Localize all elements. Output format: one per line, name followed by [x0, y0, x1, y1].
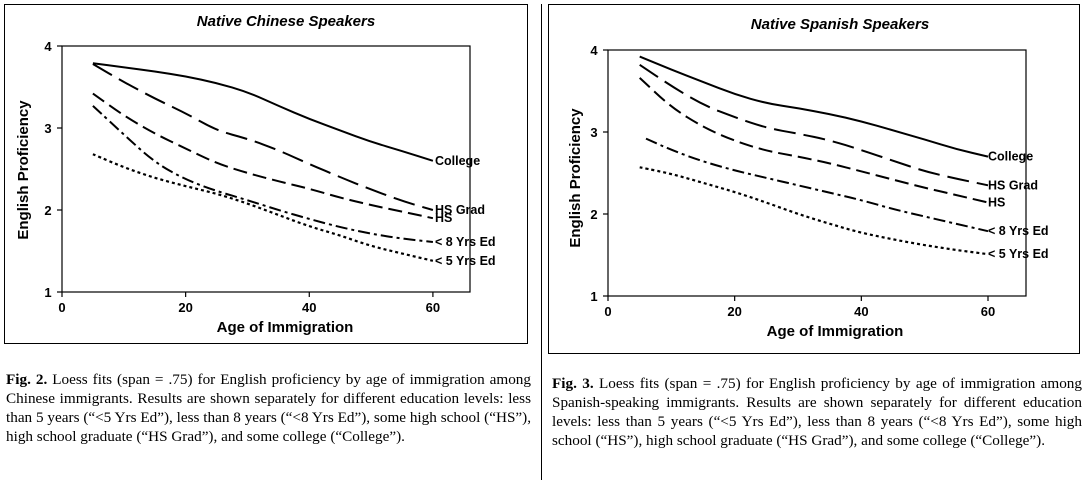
figure-3-frame — [548, 4, 1080, 354]
x-tick-label: 40 — [302, 300, 316, 315]
series-label-5-yrs-ed: < 5 Yrs Ed — [435, 254, 496, 268]
series-line-hs-grad — [639, 63, 989, 187]
series-label-hs-grad: HS Grad — [435, 203, 485, 217]
y-axis-label: English Proficiency — [15, 100, 32, 240]
x-tick-label: 20 — [727, 304, 741, 319]
figure-3-caption-text: Loess fits (span = .75) for English prof… — [552, 375, 1082, 449]
series-label-hs: HS — [435, 211, 452, 225]
series-label-8-yrs-ed: < 8 Yrs Ed — [988, 224, 1049, 238]
x-tick-label: 40 — [854, 304, 868, 319]
series-label-college: College — [435, 154, 480, 168]
figure-2-panel: Native Chinese Speakers 1 2 3 4 0 20 40 60 Age of… — [0, 0, 536, 482]
y-tick-label: 4 — [44, 39, 52, 54]
panel-divider — [541, 4, 542, 480]
y-axis-label: English Proficiency — [567, 108, 584, 248]
x-axis-label: Age of Immigration — [217, 319, 354, 336]
figure-2-caption-text: Loess fits (span = .75) for English prof… — [6, 371, 531, 445]
series-line-college — [92, 62, 434, 162]
series-line-hs — [639, 77, 989, 204]
series-label-hs-grad: HS Grad — [988, 178, 1038, 192]
figure-2-frame — [4, 4, 528, 344]
y-tick-label: 3 — [590, 125, 597, 140]
x-tick-label: 0 — [58, 300, 65, 315]
series-line-hs — [92, 92, 434, 220]
series-label-5-yrs-ed: < 5 Yrs Ed — [988, 247, 1049, 261]
figure-2-label: Fig. 2. — [6, 371, 48, 388]
figure-3-panel: Native Spanish Speakers 1 2 3 4 0 20 40 60 Age of… — [548, 0, 1084, 482]
figure-3-caption: Fig. 3. Loess fits (span = .75) for Engl… — [552, 374, 1082, 450]
series-line-8-yrs-ed — [92, 105, 434, 243]
figure-2-caption: Fig. 2. Loess fits (span = .75) for Engl… — [6, 370, 531, 446]
y-tick-label: 3 — [44, 121, 51, 136]
series-line-5-yrs-ed — [92, 153, 434, 262]
y-tick-label: 2 — [590, 207, 597, 222]
y-tick-label: 1 — [590, 289, 597, 304]
series-line-college — [639, 55, 989, 158]
chart-title: Native Chinese Speakers — [197, 13, 375, 30]
x-tick-label: 60 — [981, 304, 995, 319]
plot-area-frame — [61, 45, 471, 293]
figure-3-label: Fig. 3. — [552, 375, 594, 392]
y-tick-label: 2 — [44, 203, 51, 218]
y-tick-label: 1 — [44, 285, 51, 300]
series-line-hs-grad — [92, 63, 434, 211]
series-label-hs: HS — [988, 196, 1005, 210]
plot-area-frame — [607, 49, 1027, 297]
series-line-5-yrs-ed — [639, 166, 989, 256]
x-tick-label: 20 — [178, 300, 192, 315]
series-label-college: College — [988, 150, 1033, 164]
y-tick-label: 4 — [590, 43, 598, 58]
series-line-8-yrs-ed — [645, 137, 989, 233]
x-tick-label: 60 — [426, 300, 440, 315]
series-label-8-yrs-ed: < 8 Yrs Ed — [435, 235, 496, 249]
chart-title: Native Spanish Speakers — [751, 16, 929, 33]
x-axis-label: Age of Immigration — [767, 323, 904, 340]
x-tick-label: 0 — [604, 304, 611, 319]
